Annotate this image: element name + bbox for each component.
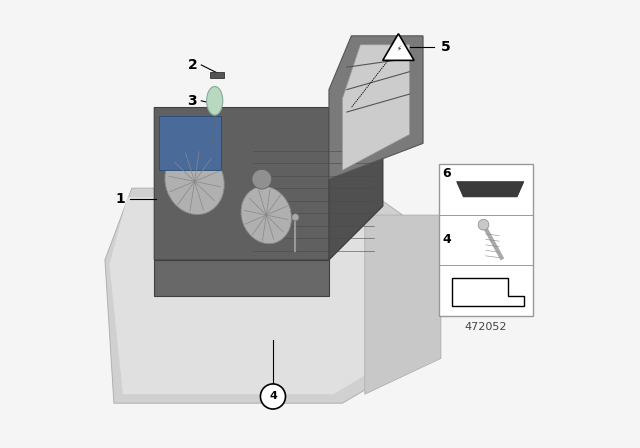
Polygon shape	[159, 116, 221, 170]
Text: 4: 4	[269, 392, 277, 401]
Text: 6: 6	[442, 167, 451, 180]
Polygon shape	[109, 197, 410, 394]
Text: 472052: 472052	[465, 322, 507, 332]
Circle shape	[292, 214, 299, 221]
Polygon shape	[154, 260, 329, 296]
Polygon shape	[210, 72, 223, 78]
Ellipse shape	[207, 86, 223, 115]
Polygon shape	[452, 278, 524, 306]
Text: ⚡: ⚡	[396, 46, 401, 52]
Polygon shape	[154, 108, 383, 260]
Text: 2: 2	[188, 58, 197, 72]
Text: 4: 4	[442, 233, 451, 246]
Ellipse shape	[165, 148, 224, 215]
Text: 1: 1	[116, 192, 125, 207]
Polygon shape	[329, 36, 423, 179]
Circle shape	[252, 169, 271, 189]
Polygon shape	[383, 34, 414, 60]
Polygon shape	[329, 108, 383, 260]
Polygon shape	[342, 45, 410, 170]
Polygon shape	[365, 215, 441, 394]
Ellipse shape	[241, 186, 291, 244]
Circle shape	[478, 220, 489, 230]
Circle shape	[193, 131, 218, 156]
Text: 5: 5	[440, 40, 451, 54]
Circle shape	[260, 384, 285, 409]
Text: 3: 3	[188, 94, 197, 108]
Bar	[439, 164, 532, 316]
Polygon shape	[457, 182, 524, 197]
Polygon shape	[105, 188, 428, 403]
